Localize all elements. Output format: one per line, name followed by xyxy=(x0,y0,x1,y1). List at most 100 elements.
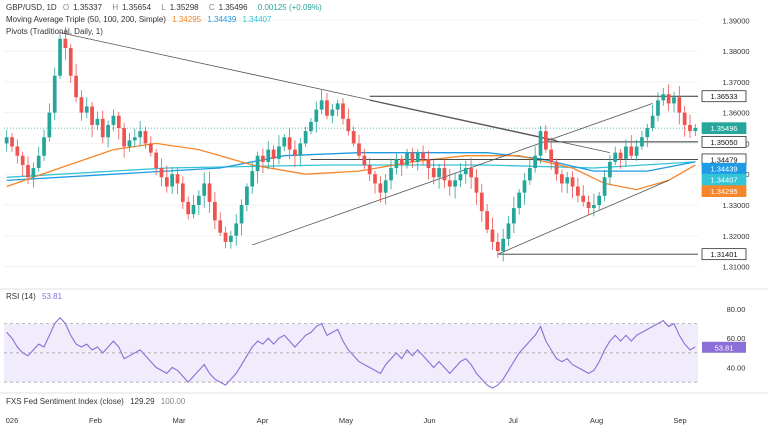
candle-body xyxy=(618,152,623,159)
candle-body xyxy=(373,174,377,184)
price-tick-label: 1.36000 xyxy=(722,109,749,118)
price-label-pivot: 1.34479 xyxy=(710,155,737,164)
candle-body xyxy=(127,140,132,147)
candle-body xyxy=(426,158,431,169)
trend-line xyxy=(59,32,557,141)
price-label-last: 1.35496 xyxy=(710,124,737,133)
candle-body xyxy=(378,183,383,193)
candle-body xyxy=(218,220,223,233)
candle-body xyxy=(255,155,260,172)
price-tick-label: 1.33000 xyxy=(722,201,749,210)
candle-body xyxy=(20,155,25,165)
candle-body xyxy=(271,149,276,159)
candle-body xyxy=(346,118,351,132)
candle-body xyxy=(63,38,68,49)
candle-body xyxy=(608,161,612,178)
candle-body xyxy=(501,238,506,252)
pivot-lines xyxy=(4,95,698,255)
month-tick-label: 026 xyxy=(6,416,19,425)
legend-symbol: GBP/USD, 1D O 1.35337 H 1.35654 L 1.35298 C… xyxy=(6,3,326,12)
trend-line xyxy=(252,103,653,246)
trend-line xyxy=(369,99,611,154)
candle-body xyxy=(666,94,671,104)
candle-body xyxy=(592,204,596,209)
candle-body xyxy=(10,137,14,147)
candle-body xyxy=(624,146,628,159)
candle-body xyxy=(36,155,41,169)
rsi-value: 53.81 xyxy=(42,292,63,301)
candle-body xyxy=(634,146,639,156)
candle-body xyxy=(613,152,618,162)
price-label-pivot: 1.35050 xyxy=(710,138,737,147)
candle-body xyxy=(597,195,602,205)
price-label-ma50: 1.34295 xyxy=(710,187,737,196)
rsi-tick-label: 80.00 xyxy=(727,305,746,314)
ma100-line xyxy=(6,152,696,182)
candle-body xyxy=(565,177,570,184)
ohlc-low: L 1.35298 xyxy=(161,3,199,12)
candle-body xyxy=(303,131,308,144)
candle-body xyxy=(47,112,52,138)
candle-body xyxy=(511,208,516,224)
symbol-label: GBP/USD, 1D xyxy=(6,3,57,12)
candle-body xyxy=(68,48,73,76)
candle-body xyxy=(223,232,228,242)
candle-body xyxy=(693,128,698,132)
candle-body xyxy=(277,146,281,159)
sentiment-baseline: 100.00 xyxy=(160,397,186,406)
candle-body xyxy=(629,146,634,156)
candle-body xyxy=(170,174,175,187)
candle-body xyxy=(661,94,666,101)
legend-rsi: RSI (14) 53.81 xyxy=(6,292,66,301)
candle-body xyxy=(517,192,522,209)
month-tick-label: Apr xyxy=(257,416,269,425)
candle-body xyxy=(245,186,249,205)
candle-body xyxy=(463,168,468,175)
candle-body xyxy=(100,118,105,138)
price-label-box xyxy=(701,122,747,135)
candle-body xyxy=(191,204,196,215)
pivots-label: Pivots (Traditional, Daily, 1) xyxy=(6,27,103,36)
rsi-value-box xyxy=(702,341,746,353)
candle-body xyxy=(495,241,500,252)
candle-body xyxy=(640,137,644,147)
candle-body xyxy=(533,155,538,169)
rsi-line xyxy=(6,316,696,389)
price-label-ma200: 1.34407 xyxy=(710,176,737,185)
candle-body xyxy=(207,183,212,202)
price-tick-label: 1.31000 xyxy=(722,263,749,272)
candle-body xyxy=(447,180,452,187)
candle-body xyxy=(399,158,404,165)
candle-body xyxy=(442,168,447,181)
candle-body xyxy=(52,75,57,113)
trend-lines xyxy=(59,32,669,255)
candle-body xyxy=(138,131,142,138)
candle-body xyxy=(282,137,287,147)
price-label-pivot: 1.31401 xyxy=(710,250,737,259)
candle-body xyxy=(79,97,84,113)
candle-body xyxy=(266,149,271,162)
ma50-line xyxy=(6,142,696,191)
candle-body xyxy=(570,177,575,187)
candle-body xyxy=(458,174,463,181)
candle-body xyxy=(229,235,233,242)
candle-body xyxy=(293,149,297,156)
candle-body xyxy=(250,171,255,187)
candle-body xyxy=(298,143,303,156)
ohlc-change: 0.00125 (+0.09%) xyxy=(257,3,322,12)
candle-body xyxy=(90,106,94,125)
candle-body xyxy=(543,131,548,150)
candle-body xyxy=(143,131,148,144)
price-tick-label: 1.38000 xyxy=(722,47,749,56)
candle-body xyxy=(202,183,207,196)
candle-body xyxy=(506,223,511,239)
ma100-value: 1.34439 xyxy=(207,15,237,24)
candle-body xyxy=(485,211,489,230)
ma200-value: 1.34407 xyxy=(242,15,272,24)
candle-body xyxy=(538,131,543,156)
candle-body xyxy=(148,143,153,153)
rsi-tick-label: 60.00 xyxy=(727,334,746,343)
candle-body xyxy=(314,109,319,122)
candle-body xyxy=(405,152,409,165)
